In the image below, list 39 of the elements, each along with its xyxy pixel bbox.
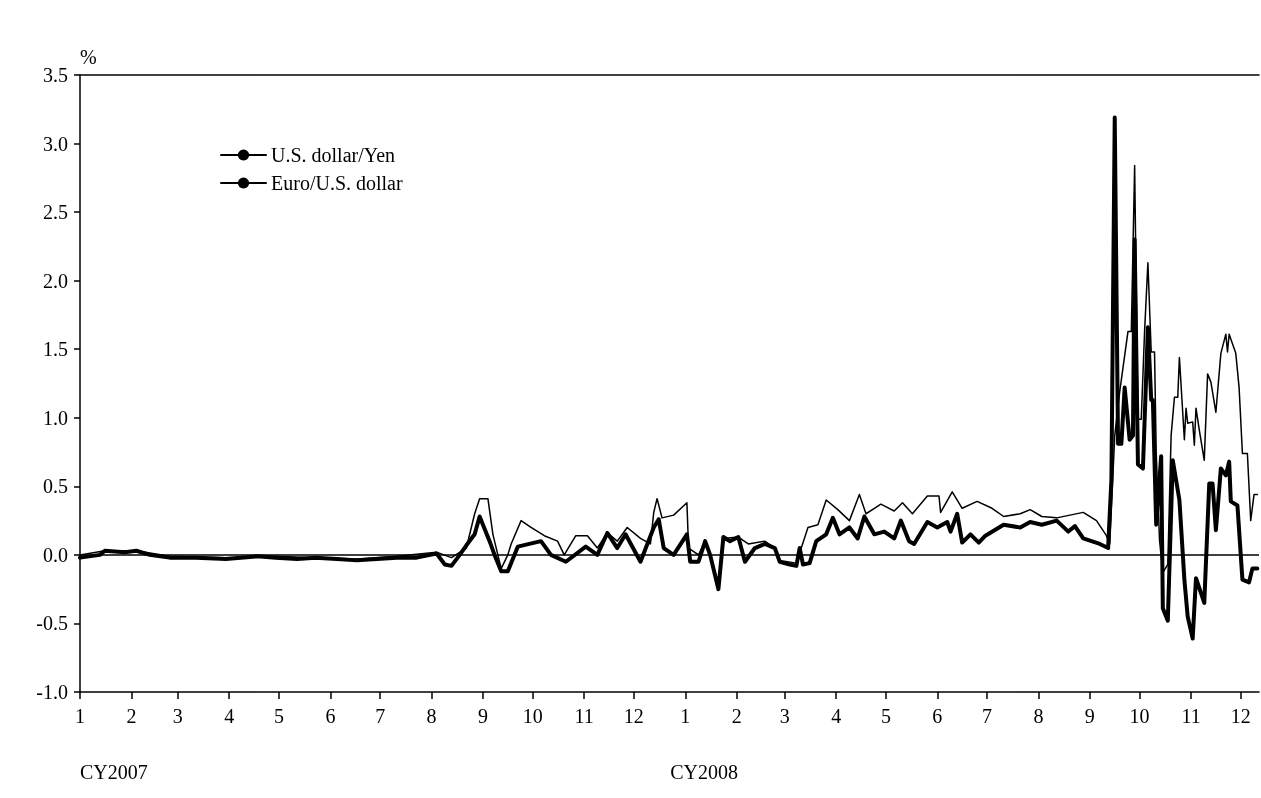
y-tick-label: -0.5 — [36, 612, 68, 635]
y-tick-label: 2.0 — [43, 269, 68, 292]
x-tick-label: 2 — [126, 705, 137, 727]
x-tick-label: 12 — [1230, 705, 1251, 727]
y-tick-label: 0.5 — [43, 475, 68, 498]
x-tick-label: 4 — [224, 705, 235, 727]
y-tick-label: 2.5 — [43, 201, 68, 224]
y-tick-label: 0.0 — [43, 543, 68, 566]
x-tick-label: 8 — [1033, 705, 1044, 727]
x-tick-label: 12 — [623, 705, 644, 727]
x-tick-label: 2 — [731, 705, 742, 727]
x-tick-label: 11 — [574, 705, 594, 727]
x-tick-label: 10 — [1129, 705, 1150, 727]
x-tick-label: 6 — [932, 705, 943, 727]
text: CY2007 — [80, 761, 148, 783]
x-tick-label: 8 — [426, 705, 437, 727]
x-tick-label: 1 — [75, 705, 85, 727]
text: CY2008 — [670, 761, 739, 783]
x-tick-label: 7 — [375, 705, 386, 727]
legend-label: U.S. dollar/Yen — [271, 144, 396, 166]
x-tick-label: 9 — [477, 705, 488, 727]
x-tick-label: 1 — [680, 705, 691, 727]
x-tick-label: 5 — [880, 705, 891, 727]
x-tick-label: 5 — [273, 705, 284, 727]
legend-label: Euro/U.S. dollar — [271, 172, 403, 194]
y-tick-label: 3.0 — [43, 132, 68, 155]
y-tick-label: 1.0 — [43, 406, 68, 429]
x-tick-label: 4 — [831, 705, 842, 727]
x-tick-label: 9 — [1084, 705, 1095, 727]
y-tick-label: 3.5 — [43, 64, 68, 86]
x-tick-label: 3 — [172, 705, 183, 727]
x-tick-label: 10 — [522, 705, 543, 727]
x-tick-label: 6 — [325, 705, 336, 727]
y-tick-label: -1.0 — [36, 681, 68, 703]
x-tick-label: 7 — [982, 705, 993, 727]
x-tick-label: 3 — [779, 705, 790, 727]
y-tick-label: 1.5 — [43, 338, 68, 361]
x-tick-label: 11 — [1181, 705, 1201, 727]
y-axis-title: % — [80, 46, 97, 68]
